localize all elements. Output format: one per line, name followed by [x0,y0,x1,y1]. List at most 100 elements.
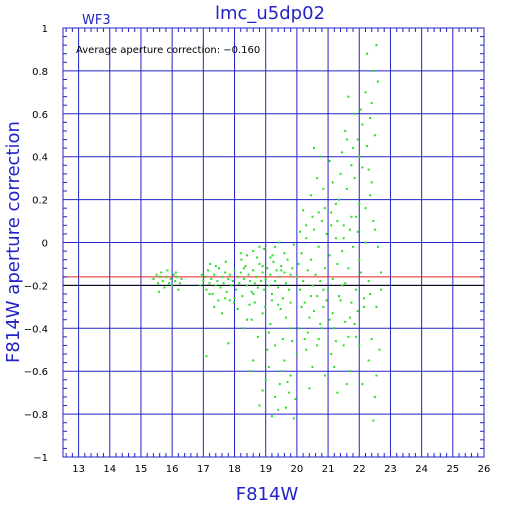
y-tick-label: −0.6 [24,367,48,378]
data-point [232,301,235,304]
data-point [302,280,305,283]
data-point [358,155,361,158]
data-point [320,327,323,330]
data-point [158,290,161,293]
y-tick-label: 0.4 [32,153,48,164]
data-point [280,265,283,268]
data-point [160,271,163,274]
data-point [275,269,278,272]
data-point [317,245,320,248]
x-tick-label: 20 [291,464,304,475]
data-point [216,280,219,283]
data-point [355,215,358,218]
data-point [309,295,312,298]
data-point [337,295,340,298]
data-point [295,353,298,356]
x-tick-label: 26 [478,464,491,475]
data-point [330,353,333,356]
data-point [309,194,312,197]
data-point [347,267,350,270]
data-point [222,282,225,285]
data-point [373,395,376,398]
data-point [286,380,289,383]
data-point [214,284,217,287]
data-point [380,271,383,274]
data-point [355,288,358,291]
data-point [342,344,345,347]
data-point [359,108,362,111]
data-point [380,288,383,291]
x-tick-label: 25 [446,464,459,475]
data-point [248,303,251,306]
data-point [348,316,351,319]
data-point [366,144,369,147]
x-tick-label: 19 [259,464,272,475]
data-point [274,280,277,283]
data-point [261,389,264,392]
data-point [174,280,177,283]
data-point [350,301,353,304]
data-point [270,415,273,418]
data-point [280,269,283,272]
data-point [306,269,309,272]
data-point [336,220,339,223]
data-point [258,245,261,248]
data-points [152,44,383,422]
data-point [319,323,322,326]
data-point [372,220,375,223]
data-point [221,312,224,315]
data-point [323,207,326,210]
data-point [299,230,302,233]
data-point [253,301,256,304]
data-point [238,282,241,285]
data-point [353,112,356,115]
data-point [289,301,292,304]
data-point [355,335,358,338]
data-point [334,202,337,205]
data-point [322,305,325,308]
data-point [227,342,230,345]
x-tick-label: 15 [135,464,148,475]
data-point [247,273,250,276]
data-point [292,243,295,246]
data-point [233,269,236,272]
data-point [174,271,177,274]
y-tick-label: −0.4 [24,324,48,335]
data-point [213,273,216,276]
data-point [252,250,255,253]
data-point [213,305,216,308]
data-point [283,359,286,362]
data-point [367,280,370,283]
reference-lines [63,276,484,286]
data-point [205,288,208,291]
data-point [305,348,308,351]
data-point [289,374,292,377]
data-point [166,269,169,272]
data-point [364,91,367,94]
data-point [319,155,322,158]
data-point [345,138,348,141]
data-point [277,286,280,289]
data-point [339,299,342,302]
data-point [353,323,356,326]
data-point [245,318,248,321]
data-point [202,280,205,283]
data-point [263,288,266,291]
data-point [356,310,359,313]
data-point [224,271,227,274]
data-point [256,286,259,289]
data-point [242,277,245,280]
data-point [161,280,164,283]
data-point [224,297,227,300]
data-point [341,151,344,154]
data-point [352,147,355,150]
data-point [369,292,372,295]
data-point [235,288,238,291]
data-point [284,316,287,319]
data-point [375,305,378,308]
x-tick-label: 17 [197,464,210,475]
data-point [274,245,277,248]
data-point [272,260,275,263]
data-point [336,391,339,394]
